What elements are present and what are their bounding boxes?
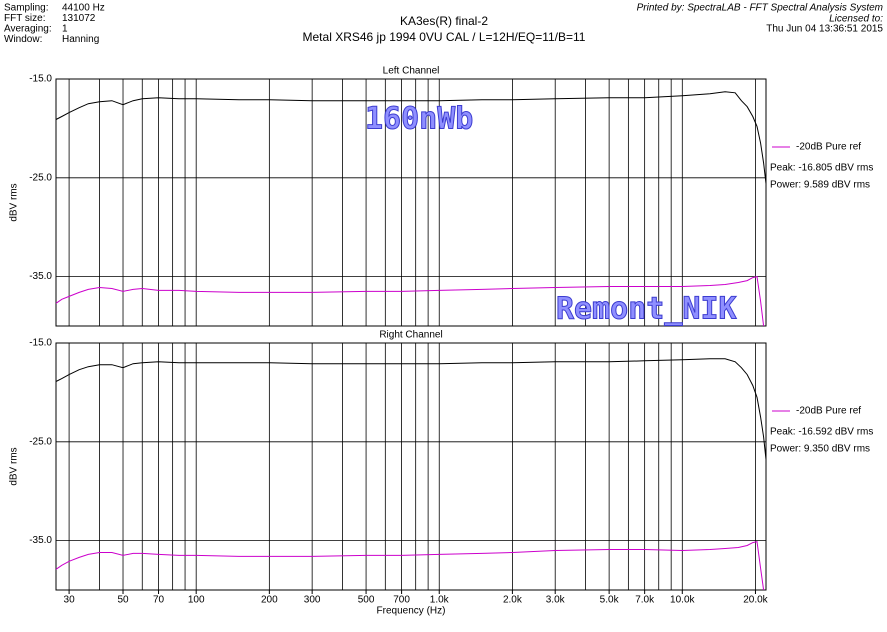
y-tick-label: -15.0 — [29, 338, 52, 349]
annotation: Power: 9.350 dBV rms — [770, 444, 870, 455]
legend-label: -20dB Pure ref — [796, 406, 861, 417]
series-line — [55, 358, 767, 460]
y-tick-label: -25.0 — [29, 172, 52, 183]
x-tick-label: 2.0k — [503, 595, 523, 606]
info-value: Hanning — [62, 34, 99, 45]
info-label: Sampling: — [4, 3, 48, 14]
x-tick-label: 500 — [358, 595, 375, 606]
series-line — [55, 275, 765, 327]
info-label: Window: — [4, 34, 42, 45]
x-tick-label: 100 — [188, 595, 205, 606]
y-tick-label: -35.0 — [29, 535, 52, 546]
y-tick-label: -15.0 — [29, 74, 52, 85]
title: KA3es(R) final-2 — [400, 14, 488, 28]
annotation: Peak: -16.805 dBV rms — [770, 163, 873, 174]
x-tick-label: 30 — [64, 595, 76, 606]
subtitle: Metal XRS46 jp 1994 0VU CAL / L=12H/EQ=1… — [303, 30, 586, 44]
chart-title: Left Channel — [383, 66, 440, 77]
y-axis-label: dBV rms — [9, 183, 20, 221]
y-tick-label: -35.0 — [29, 271, 52, 282]
printed-by: Printed by: SpectraLAB - FFT Spectral An… — [637, 3, 883, 14]
watermark: 160nWb — [365, 102, 473, 137]
series-line — [55, 540, 765, 591]
legend-label: -20dB Pure ref — [796, 142, 861, 153]
info-value: 131072 — [62, 13, 96, 24]
licensed: Licensed to: — [829, 14, 883, 25]
info-value: 1 — [62, 24, 68, 35]
chart-title: Right Channel — [379, 330, 442, 341]
x-tick-label: 70 — [153, 595, 165, 606]
x-tick-label: 50 — [117, 595, 129, 606]
x-tick-label: 10.0k — [670, 595, 695, 606]
series-line — [55, 91, 767, 184]
x-tick-label: 300 — [304, 595, 321, 606]
x-tick-label: 1.0k — [430, 595, 450, 606]
x-tick-label: 20.0k — [743, 595, 768, 606]
y-axis-label: dBV rms — [9, 447, 20, 485]
x-tick-label: 200 — [261, 595, 278, 606]
x-tick-label: 5.0k — [600, 595, 620, 606]
plot-frame — [55, 342, 767, 591]
x-tick-label: 3.0k — [546, 595, 566, 606]
info-label: FFT size: — [4, 13, 45, 24]
watermark: Remont_NIK — [556, 292, 737, 327]
x-axis-label: Frequency (Hz) — [377, 606, 446, 617]
info-value: 44100 Hz — [62, 3, 105, 14]
x-tick-label: 700 — [393, 595, 410, 606]
x-tick-label: 7.0k — [635, 595, 655, 606]
y-tick-label: -25.0 — [29, 436, 52, 447]
info-label: Averaging: — [4, 24, 52, 35]
annotation: Peak: -16.592 dBV rms — [770, 427, 873, 438]
date: Thu Jun 04 13:36:51 2015 — [766, 24, 883, 35]
annotation: Power: 9.589 dBV rms — [770, 180, 870, 191]
